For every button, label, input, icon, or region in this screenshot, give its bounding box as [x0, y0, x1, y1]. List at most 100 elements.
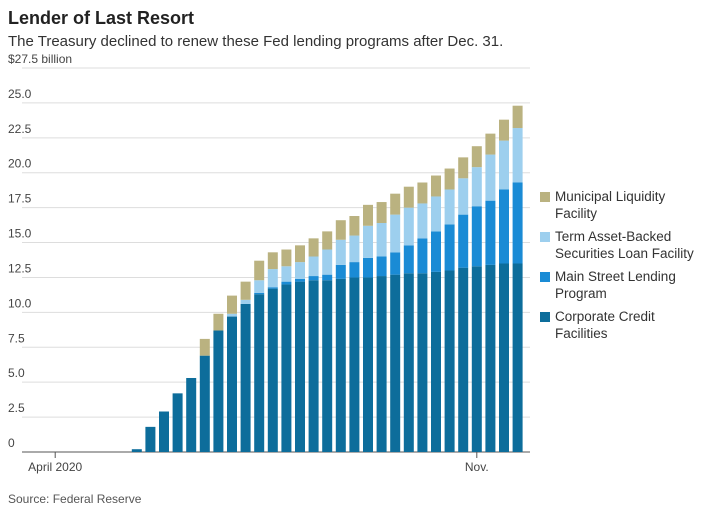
bar-segment — [499, 263, 509, 452]
y-tick-label: 5.0 — [8, 366, 25, 380]
bar-segment — [335, 220, 346, 240]
bar-segment — [444, 189, 455, 225]
bar-segment — [349, 277, 360, 452]
legend-item: Term Asset-Backed Securities Loan Facili… — [540, 228, 710, 262]
bar-segment — [512, 105, 523, 129]
bar-segment — [145, 426, 156, 452]
y-tick-label: 12.5 — [8, 261, 32, 275]
bar-segment — [376, 222, 387, 257]
y-tick-label: 22.5 — [8, 122, 32, 136]
legend-swatch — [540, 232, 550, 242]
bar-segment — [131, 449, 142, 452]
legend-swatch — [540, 272, 550, 282]
bar-segment — [254, 292, 265, 295]
legend-label: Main Street Lending Program — [555, 269, 676, 301]
bar-segment — [281, 266, 292, 282]
bar-segment — [431, 271, 441, 452]
legend-swatch — [540, 192, 550, 202]
bar-segment — [471, 167, 482, 207]
bar-segment — [159, 411, 169, 452]
bar-segment — [363, 257, 373, 278]
bar-segment — [458, 157, 469, 179]
y-tick-label: 17.5 — [8, 192, 32, 206]
bar-segment — [458, 267, 469, 452]
bar-segment — [281, 249, 292, 267]
bar-segment — [417, 238, 428, 274]
bar-segment — [471, 266, 482, 452]
bar-segment — [390, 193, 401, 215]
bar-segment — [254, 294, 265, 452]
bar-segment — [254, 280, 265, 293]
legend: Municipal Liquidity Facility Term Asset-B… — [540, 188, 710, 348]
bar-segment — [254, 260, 265, 281]
bar-segment — [240, 303, 251, 452]
bar-segment — [349, 235, 360, 263]
y-tick-label: 7.5 — [8, 331, 25, 345]
bar-segment — [322, 280, 333, 452]
bar-segment — [335, 264, 346, 279]
bar-segment — [267, 252, 278, 270]
bar-segment — [485, 200, 496, 265]
bar-segment — [281, 284, 292, 452]
legend-item: Municipal Liquidity Facility — [540, 188, 710, 222]
bar-segment — [417, 182, 428, 204]
bar-segment — [499, 189, 509, 264]
bar-segment — [376, 256, 387, 277]
bar-segment — [403, 207, 414, 246]
bar-segment — [295, 278, 305, 282]
bar-segment — [308, 256, 319, 277]
bar-segment — [444, 224, 455, 271]
y-tick-label: 0 — [8, 436, 15, 450]
bar-segment — [172, 393, 183, 452]
legend-item: Corporate Credit Facilities — [540, 308, 710, 342]
bar-segment — [349, 262, 360, 278]
bar-segment — [281, 281, 292, 285]
bar-segment — [349, 216, 360, 236]
bar-segment — [471, 206, 482, 267]
bar-segment — [485, 133, 496, 155]
bar-segment — [335, 278, 346, 452]
bar-segment — [267, 287, 278, 289]
bar-segment — [417, 273, 428, 452]
bar-segment — [227, 295, 237, 314]
bar-segment — [512, 263, 523, 452]
bar-segment — [240, 299, 251, 304]
bar-segment — [499, 119, 509, 141]
y-tick-label: 2.5 — [8, 401, 25, 415]
legend-label: Municipal Liquidity Facility — [555, 189, 666, 221]
bar-segment — [403, 186, 414, 208]
bar-segment — [213, 313, 224, 331]
bar-segment — [431, 196, 441, 232]
legend-label: Term Asset-Backed Securities Loan Facili… — [555, 229, 694, 261]
bar-segment — [417, 203, 428, 239]
bar-segment — [485, 154, 496, 201]
bar-segment — [512, 128, 523, 183]
bar-segment — [403, 273, 414, 452]
bar-segment — [431, 231, 441, 272]
bar-segment — [267, 269, 278, 288]
bar-segment — [390, 214, 401, 253]
legend-item: Main Street Lending Program — [540, 268, 710, 302]
bar-segment — [186, 377, 197, 452]
y-tick-label: 20.0 — [8, 157, 32, 171]
bar-segment — [295, 281, 305, 452]
bar-segment — [390, 274, 401, 452]
bar-segment — [295, 245, 305, 263]
x-tick-label: April 2020 — [28, 460, 82, 474]
bar-segment — [403, 245, 414, 274]
bar-segment — [376, 276, 387, 452]
bar-segment — [458, 178, 469, 215]
bar-segment — [322, 274, 333, 281]
bar-segment — [444, 270, 455, 452]
bar-segment — [213, 330, 224, 452]
x-tick-label: Nov. — [465, 460, 489, 474]
bar-segment — [308, 276, 319, 281]
bar-segment — [227, 313, 237, 317]
bar-segment — [512, 182, 523, 264]
bar-segment — [363, 204, 373, 226]
bar-segment — [322, 231, 333, 250]
bar-segment — [444, 168, 455, 190]
y-tick-label: 25.0 — [8, 87, 32, 101]
chart-title: Lender of Last Resort — [8, 8, 194, 28]
